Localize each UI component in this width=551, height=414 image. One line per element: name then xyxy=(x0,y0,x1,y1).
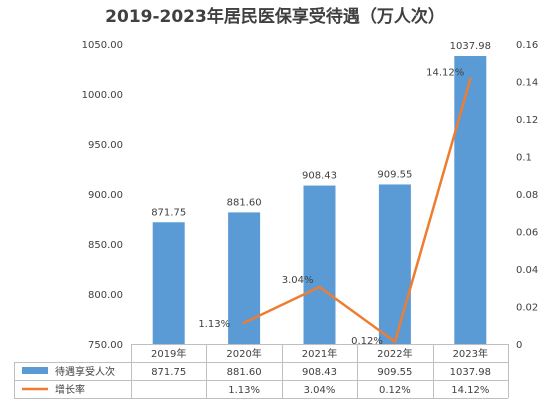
left-axis-tick-label: 750.00 xyxy=(88,340,123,351)
category-label: 2021年 xyxy=(302,347,337,360)
table-cell: 1037.98 xyxy=(450,367,491,378)
table-cell: 881.60 xyxy=(227,367,262,378)
left-axis-tick-label: 900.00 xyxy=(88,190,123,201)
left-axis-tick-label: 850.00 xyxy=(88,240,123,251)
growth-value-label: 0.12% xyxy=(351,336,383,347)
bar-value-label: 881.60 xyxy=(227,197,262,208)
table-cell: 908.43 xyxy=(302,367,337,378)
category-label: 2019年 xyxy=(151,347,186,360)
category-label: 2022年 xyxy=(377,347,412,360)
table-cell: 871.75 xyxy=(151,367,186,378)
legend-label-bars: 待遇享受人次 xyxy=(55,365,115,378)
bar-value-label: 908.43 xyxy=(302,171,337,182)
table-cell: 0.12% xyxy=(379,385,411,396)
left-axis-tick-label: 800.00 xyxy=(88,290,123,301)
data-labels: 871.75 881.60 908.43 909.55 1037.98 1.13% 3.04… xyxy=(151,41,491,347)
right-axis-tick-label: 0.04 xyxy=(516,265,538,276)
growth-value-label: 14.12% xyxy=(426,67,464,78)
table-cell: 14.12% xyxy=(451,385,489,396)
table-cell: 909.55 xyxy=(377,367,412,378)
growth-point-3 xyxy=(318,285,321,289)
axes: 750.00 800.00 850.00 900.00 950.00 1000.00 105… xyxy=(82,40,539,351)
bar-4 xyxy=(378,184,411,344)
bar-value-label: 871.75 xyxy=(151,207,186,218)
right-axis-tick-label: 0 xyxy=(516,340,522,351)
growth-value-label: 3.04% xyxy=(282,275,314,286)
table-cell: 1.13% xyxy=(228,385,260,396)
chart-title: 2019-2023年居民医保享受待遇（万人次） xyxy=(105,6,445,27)
growth-point-2 xyxy=(242,321,246,325)
right-axis-tick-label: 0.1 xyxy=(516,153,532,164)
growth-point-4 xyxy=(393,340,397,344)
right-axis-tick-label: 0.08 xyxy=(516,190,538,201)
growth-line xyxy=(242,77,472,344)
bar-value-label: 1037.98 xyxy=(450,41,491,52)
left-axis-tick-label: 950.00 xyxy=(88,140,123,151)
legend-key-bars xyxy=(22,367,48,374)
bar-5 xyxy=(454,56,487,345)
category-label: 2020年 xyxy=(226,347,261,360)
bar-3 xyxy=(303,185,336,344)
right-axis-tick-label: 0.06 xyxy=(516,228,538,239)
right-axis-tick-label: 0.02 xyxy=(516,303,538,314)
left-axis-tick-label: 1000.00 xyxy=(82,90,123,101)
legend-label-line: 增长率 xyxy=(55,383,85,396)
growth-line-path xyxy=(243,78,472,343)
bar-value-label: 909.55 xyxy=(377,169,412,180)
right-axis-tick-label: 0.12 xyxy=(516,115,538,126)
left-axis-tick-label: 1050.00 xyxy=(82,40,123,51)
right-axis-tick-label: 0.16 xyxy=(516,40,538,51)
growth-value-label: 1.13% xyxy=(198,319,230,330)
category-label: 2023年 xyxy=(453,347,488,360)
bar-1 xyxy=(152,222,185,344)
table-cell: 3.04% xyxy=(304,385,336,396)
growth-point-5 xyxy=(468,77,472,81)
right-axis-tick-label: 0.14 xyxy=(516,78,538,89)
